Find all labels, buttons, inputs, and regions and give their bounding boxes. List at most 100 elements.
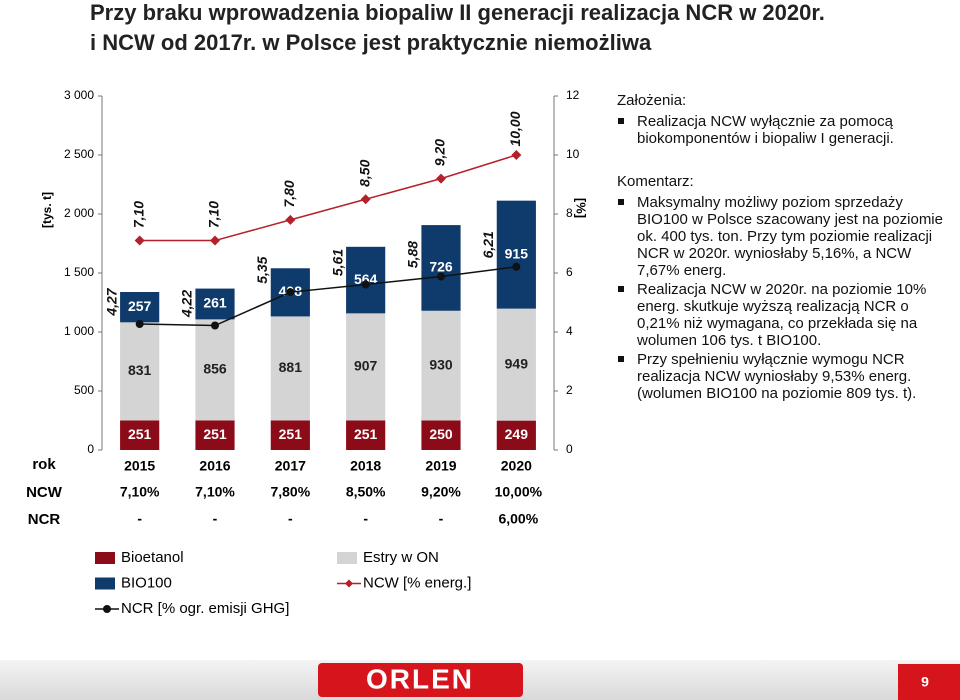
line-label: 5,88	[405, 241, 421, 268]
bar	[496, 200, 536, 309]
note-heading: Komentarz:	[617, 173, 694, 190]
bar-label: 564	[354, 271, 378, 287]
y2-tick-label: 0	[566, 442, 573, 456]
bar-label: 257	[128, 298, 152, 314]
note-bullet: Przy spełnieniu wyłącznie wymogu NCR rea…	[618, 351, 945, 402]
marker	[360, 194, 371, 205]
y-tick-label: 1 000	[64, 324, 94, 338]
bar	[120, 420, 160, 450]
legend-swatch	[95, 577, 115, 590]
bar	[496, 308, 536, 421]
marker	[361, 280, 370, 289]
bar-label: 261	[203, 295, 227, 311]
bar-label: 907	[354, 358, 378, 374]
bar-label: 949	[505, 355, 529, 371]
legend-label: NCW [% energ.]	[363, 574, 471, 591]
y2-tick-label: 2	[566, 383, 573, 397]
bar	[346, 246, 386, 314]
bar-label: 251	[203, 426, 227, 442]
legend-swatch	[95, 552, 115, 564]
table-row-label: NCR	[28, 511, 61, 528]
table-row-label: rok	[32, 456, 56, 473]
bar	[120, 322, 160, 421]
line-label: 7,10	[130, 201, 146, 228]
bar-label: 915	[505, 245, 529, 261]
line-label: 6,21	[480, 231, 496, 258]
table-cell: 8,50%	[346, 484, 386, 500]
legend-marker	[345, 579, 353, 588]
line-label: 8,50	[356, 159, 372, 186]
bar	[421, 420, 461, 450]
table-cell: -	[439, 511, 444, 527]
bar	[421, 310, 461, 421]
marker	[211, 321, 219, 330]
y-tick-label: 2 500	[64, 147, 94, 161]
marker	[436, 173, 446, 184]
line-label: 4,22	[179, 290, 195, 318]
bar	[346, 313, 386, 421]
bar	[496, 420, 536, 450]
table-cell: 6,00%	[498, 511, 538, 527]
x-tick-label: 2018	[350, 458, 381, 474]
bar-label: 726	[429, 259, 453, 275]
line	[139, 266, 517, 327]
x-tick-label: 2015	[124, 458, 155, 474]
line-label: 9,20	[432, 139, 448, 166]
bar-label: 930	[429, 356, 453, 372]
logo: ORLEN	[366, 663, 474, 694]
page-number: 9	[921, 674, 929, 690]
table-cell: -	[363, 511, 368, 527]
table-cell: -	[137, 511, 142, 527]
y-tick-label: 2 000	[64, 206, 94, 220]
bar-label: 881	[279, 359, 303, 375]
bar-label: 251	[354, 426, 378, 442]
page-box	[898, 664, 960, 700]
bar	[120, 291, 160, 323]
x-tick-label: 2019	[425, 458, 456, 474]
title-line: Przy braku wprowadzenia biopaliw II gene…	[90, 0, 825, 25]
line-label: 5,61	[329, 249, 345, 276]
legend-label: Bioetanol	[121, 549, 184, 566]
x-tick-label: 2017	[275, 458, 306, 474]
y2-tick-label: 12	[566, 88, 580, 102]
logo-box	[318, 663, 523, 697]
y-tick-label: 0	[87, 442, 94, 456]
bar-label: 249	[505, 426, 529, 442]
bar-label: 251	[279, 426, 303, 442]
note-bullet: Realizacja NCW wyłącznie za pomocą bioko…	[618, 113, 945, 147]
line-label: 4,27	[103, 287, 119, 316]
x-tick-label: 2020	[501, 458, 532, 474]
line-label: 7,10	[206, 201, 222, 228]
line-label: 10,00	[507, 111, 523, 146]
note-heading: Założenia:	[617, 92, 687, 109]
bar	[346, 420, 386, 450]
marker	[135, 320, 144, 329]
bar	[270, 420, 310, 450]
table-cell: 10,00%	[495, 484, 543, 500]
y-tick-label: 500	[74, 383, 94, 397]
note-list: Maksymalny możliwy poziom sprzedaży BIO1…	[605, 194, 945, 402]
table-cell: 7,80%	[270, 484, 310, 500]
y2-tick-label: 10	[566, 147, 580, 161]
y-axis-label: [tys. t]	[40, 192, 54, 228]
legend-label: NCR [% ogr. emisji GHG]	[121, 600, 289, 617]
y2-tick-label: 6	[566, 265, 573, 279]
note-bullet: Maksymalny możliwy poziom sprzedaży BIO1…	[618, 194, 945, 279]
bar	[195, 288, 235, 320]
table-cell: -	[288, 511, 293, 527]
marker	[511, 150, 522, 160]
note-bullet: Realizacja NCW w 2020r. na poziomie 10% …	[618, 281, 945, 349]
notes-panel: Założenia: Realizacja NCW wyłącznie za po…	[605, 92, 945, 428]
y-tick-label: 3 000	[64, 88, 94, 102]
line	[139, 154, 517, 242]
marker	[512, 262, 521, 271]
legend-label: Estry w ON	[363, 549, 439, 566]
legend-label: BIO100	[121, 574, 172, 591]
line-label: 7,80	[281, 180, 297, 207]
table-row-label: NCW	[26, 484, 63, 501]
note-list: Realizacja NCW wyłącznie za pomocą bioko…	[605, 113, 945, 147]
x-tick-label: 2016	[199, 458, 230, 474]
marker	[210, 235, 220, 246]
